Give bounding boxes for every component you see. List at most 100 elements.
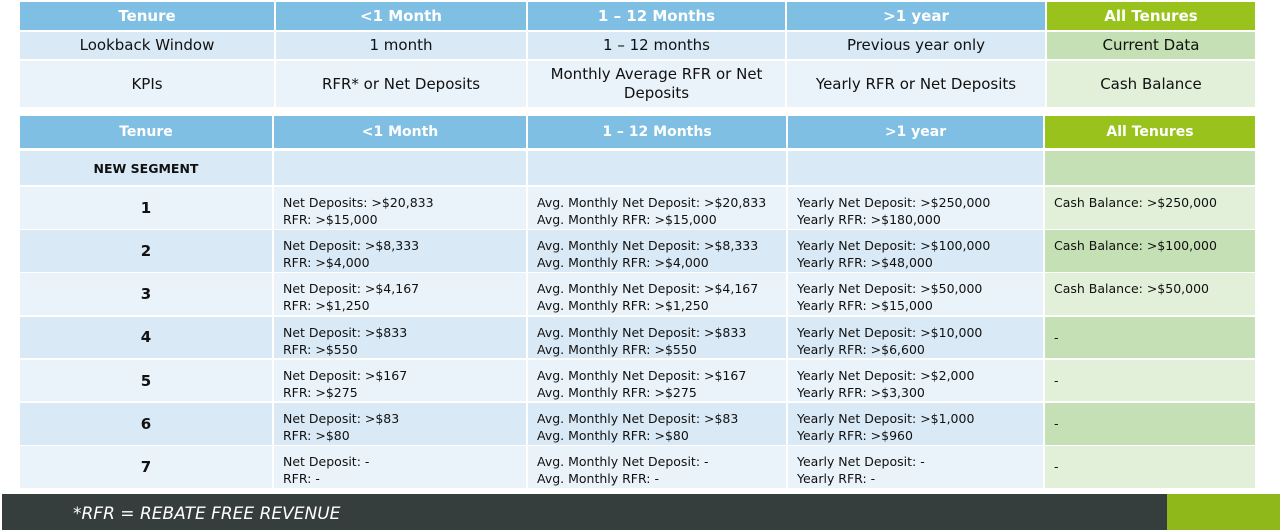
- cell-line: Yearly RFR: >$15,000: [797, 298, 933, 314]
- cell-text: 1 – 12 months: [603, 36, 710, 54]
- segment-cell: 2: [20, 230, 272, 272]
- segment-label: NEW SEGMENT: [93, 160, 199, 176]
- segment-number: 6: [140, 414, 152, 433]
- cell-line: -: [1054, 459, 1059, 475]
- cell-line: Cash Balance: >$50,000: [1054, 281, 1209, 297]
- table-cell: Net Deposit: >$8,333 RFR: >$4,000: [274, 230, 526, 272]
- footnote: *RFR = REBATE FREE REVENUE: [73, 504, 341, 524]
- cell-line: Avg. Monthly RFR: >$275: [537, 384, 697, 400]
- cell-line: Yearly Net Deposit: >$50,000: [797, 281, 983, 297]
- cell-line: Yearly RFR: >$6,600: [797, 341, 925, 357]
- cell-text: Previous year only: [846, 36, 986, 54]
- cell-line: Yearly Net Deposit: >$100,000: [797, 238, 991, 254]
- cell-line: Avg. Monthly Net Deposit: >$4,167: [537, 281, 759, 297]
- table-cell: [788, 151, 1043, 185]
- table-cell: Cash Balance: [1047, 61, 1255, 107]
- header-cell: 1 – 12 Months: [528, 116, 786, 148]
- cell-line: Net Deposit: >$167: [283, 367, 408, 383]
- header-text: >1 year: [883, 7, 949, 25]
- table-cell: [1045, 151, 1255, 185]
- segment-number: 4: [140, 328, 152, 347]
- table-cell: [274, 151, 526, 185]
- table-cell: Avg. Monthly Net Deposit: >$833 Avg. Mont…: [528, 316, 786, 359]
- header-cell: All Tenures: [1047, 2, 1255, 30]
- table-cell: Lookback Window: [20, 32, 274, 59]
- cell-line: Yearly Net Deposit: >$250,000: [797, 195, 991, 210]
- header-cell: 1 – 12 Months: [528, 2, 785, 30]
- header-cell: >1 year: [788, 116, 1043, 148]
- footer-bar: [2, 494, 1167, 530]
- header-cell: >1 year: [787, 2, 1045, 30]
- cell-line: RFR: >$4,000: [283, 255, 370, 271]
- cell-line: RFR: >$550: [283, 341, 358, 357]
- header-text: Tenure: [118, 7, 176, 25]
- table-cell: Net Deposit: - RFR: -: [274, 446, 526, 488]
- cell-line: RFR: >$80: [283, 428, 350, 443]
- table-cell: Net Deposit: >$83 RFR: >$80: [274, 403, 526, 445]
- cell-text: Cash Balance: [1100, 74, 1202, 93]
- cell-line: Net Deposit: >$8,333: [283, 238, 420, 254]
- table-cell: Cash Balance: >$250,000: [1045, 187, 1255, 229]
- table-cell: Avg. Monthly Net Deposit: >$4,167 Avg. Mo…: [528, 273, 786, 315]
- segment-number: 3: [140, 285, 152, 304]
- header-cell: Tenure: [20, 116, 272, 148]
- cell-line: Yearly RFR: >$48,000: [797, 255, 933, 271]
- segment-cell: 3: [20, 273, 272, 315]
- table-cell: Previous year only: [787, 32, 1045, 59]
- cell-text: KPIs: [131, 74, 163, 93]
- table-cell: Yearly Net Deposit: >$100,000 Yearly RFR:…: [788, 230, 1043, 272]
- cell-line: Net Deposit: >$83: [283, 411, 400, 426]
- table-cell: Net Deposit: >$4,167 RFR: >$1,250: [274, 273, 526, 315]
- table-cell: -: [1045, 446, 1255, 488]
- header-cell: <1 Month: [274, 116, 526, 148]
- table-cell: Monthly Average RFR or Net Deposits: [528, 61, 785, 107]
- cell-line: RFR: -: [283, 471, 320, 487]
- table-cell: 1 month: [276, 32, 526, 59]
- table-cell: Avg. Monthly Net Deposit: >$167 Avg. Mont…: [528, 359, 786, 402]
- table-cell: Net Deposit: >$167 RFR: >$275: [274, 359, 526, 402]
- cell-line: Yearly RFR: >$960: [797, 428, 913, 443]
- cell-line: RFR: >$15,000: [283, 212, 378, 227]
- table-cell: Yearly Net Deposit: >$2,000 Yearly RFR: >…: [788, 359, 1043, 402]
- header-text: 1 – 12 Months: [602, 124, 712, 140]
- table-cell: Cash Balance: >$100,000: [1045, 230, 1255, 272]
- footer-accent: [1167, 494, 1280, 530]
- cell-text: Lookback Window: [79, 36, 215, 54]
- cell-line: Yearly Net Deposit: >$1,000: [797, 411, 975, 426]
- cell-line: Net Deposit: >$833: [283, 324, 408, 340]
- header-text: All Tenures: [1104, 7, 1198, 25]
- header-text: Tenure: [119, 124, 173, 140]
- segment-cell: 5: [20, 359, 272, 402]
- cell-text: RFR* or Net Deposits: [321, 74, 481, 93]
- cell-line: Avg. Monthly RFR: >$1,250: [537, 298, 709, 314]
- cell-line: Avg. Monthly RFR: >$4,000: [537, 255, 709, 271]
- table-cell: Yearly Net Deposit: >$1,000 Yearly RFR: >…: [788, 403, 1043, 445]
- cell-line: Yearly RFR: >$180,000: [797, 212, 941, 227]
- segment-number: 2: [140, 241, 152, 260]
- cell-line: Avg. Monthly Net Deposit: >$83: [537, 411, 739, 426]
- table-cell: [528, 151, 786, 185]
- cell-line: -: [1054, 416, 1059, 432]
- table-cell: -: [1045, 359, 1255, 402]
- segment-number: 5: [140, 371, 152, 390]
- header-text: <1 Month: [361, 124, 439, 140]
- table-cell: 1 – 12 months: [528, 32, 785, 59]
- header-cell: Tenure: [20, 2, 274, 30]
- header-text: All Tenures: [1106, 124, 1194, 140]
- table-cell: Yearly Net Deposit: >$10,000 Yearly RFR: …: [788, 316, 1043, 359]
- table-cell: -: [1045, 403, 1255, 445]
- table-cell: Yearly Net Deposit: >$250,000 Yearly RFR:…: [788, 187, 1043, 229]
- cell-line: -: [1054, 373, 1059, 389]
- segment-cell: 6: [20, 403, 272, 445]
- cell-line: Avg. Monthly Net Deposit: >$20,833: [537, 195, 767, 210]
- cell-text: Yearly RFR or Net Deposits: [815, 74, 1017, 93]
- table-cell: Net Deposits: >$20,833 RFR: >$15,000: [274, 187, 526, 229]
- cell-line: Yearly Net Deposit: -: [797, 454, 925, 470]
- cell-text: Monthly Average RFR or Net Deposits: [550, 65, 763, 102]
- table-cell: Cash Balance: >$50,000: [1045, 273, 1255, 315]
- cell-line: Net Deposit: >$4,167: [283, 281, 420, 297]
- segment-number: 1: [140, 198, 152, 217]
- cell-line: Avg. Monthly RFR: >$15,000: [537, 212, 717, 227]
- cell-line: Yearly RFR: -: [797, 471, 876, 487]
- header-cell: All Tenures: [1045, 116, 1255, 148]
